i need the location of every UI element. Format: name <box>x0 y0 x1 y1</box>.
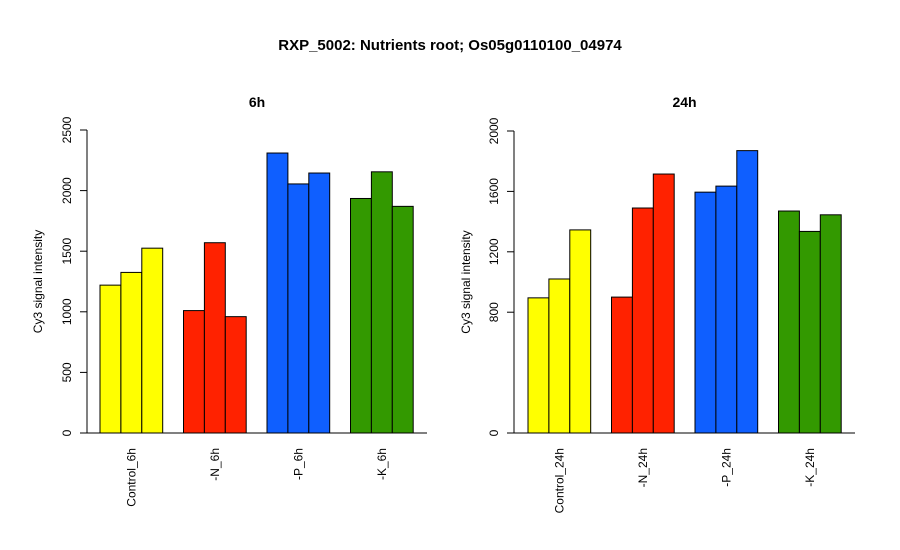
category-label: Control_6h <box>124 448 138 507</box>
category-label: -K_6h <box>375 448 389 480</box>
y-tick-label: 2500 <box>60 116 74 143</box>
panel-title: 24h <box>672 94 696 110</box>
y-tick-label: 2000 <box>487 117 501 144</box>
category-label: -N_6h <box>208 448 222 481</box>
bar <box>798 230 821 434</box>
bar <box>569 229 592 434</box>
y-tick-label: 2000 <box>60 177 74 204</box>
bar <box>203 242 226 434</box>
y-axis-label: Cy3 signal intensity <box>459 230 473 333</box>
y-tick-label: 0 <box>60 429 74 436</box>
y-tick-label: 1200 <box>487 238 501 265</box>
bar <box>715 185 738 434</box>
bar <box>611 296 633 434</box>
bar <box>391 205 414 434</box>
bar <box>308 172 331 434</box>
y-axis-label: Cy3 signal intensity <box>31 230 45 333</box>
bar <box>99 284 122 434</box>
y-tick-label: 1000 <box>60 298 74 325</box>
panel-title: 6h <box>249 94 265 110</box>
bar <box>287 183 310 434</box>
bar <box>652 173 675 434</box>
y-tick-label: 1500 <box>60 238 74 265</box>
category-label: -N_24h <box>636 448 650 487</box>
bar <box>183 310 205 434</box>
bar <box>350 197 372 434</box>
category-label: -P_24h <box>719 448 733 487</box>
bar <box>266 152 289 434</box>
bar <box>370 171 393 434</box>
bar <box>694 191 717 434</box>
y-tick-label: 1600 <box>487 178 501 205</box>
category-label: -P_6h <box>291 448 305 480</box>
bar <box>819 214 842 434</box>
figure-title: RXP_5002: Nutrients root; Os05g0110100_0… <box>278 37 622 54</box>
bar <box>778 210 800 434</box>
bar <box>631 207 654 434</box>
bar <box>120 271 143 434</box>
category-label: Control_24h <box>552 448 566 513</box>
category-label: -K_24h <box>803 448 817 487</box>
y-tick-label: 0 <box>487 429 501 436</box>
y-tick-label: 800 <box>487 302 501 322</box>
bar <box>548 278 571 434</box>
bar <box>736 150 759 434</box>
bar <box>141 247 164 434</box>
bar <box>224 316 247 434</box>
bar <box>527 297 550 434</box>
y-tick-label: 500 <box>60 362 74 382</box>
